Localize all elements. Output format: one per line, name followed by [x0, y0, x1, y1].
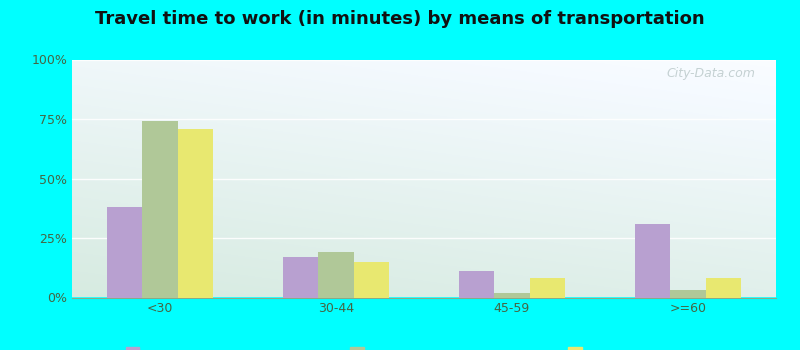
Bar	[494, 293, 530, 297]
Bar	[670, 290, 706, 298]
Text: Travel time to work (in minutes) by means of transportation: Travel time to work (in minutes) by mean…	[95, 10, 705, 28]
Bar	[283, 257, 318, 298]
Bar	[354, 262, 389, 298]
Bar	[142, 121, 178, 298]
Bar	[318, 252, 354, 298]
Bar	[459, 271, 494, 298]
Bar	[107, 207, 142, 298]
Bar	[706, 279, 741, 298]
Text: City-Data.com: City-Data.com	[666, 66, 755, 80]
Bar	[530, 279, 565, 298]
Bar	[635, 224, 670, 298]
Bar	[178, 128, 213, 298]
